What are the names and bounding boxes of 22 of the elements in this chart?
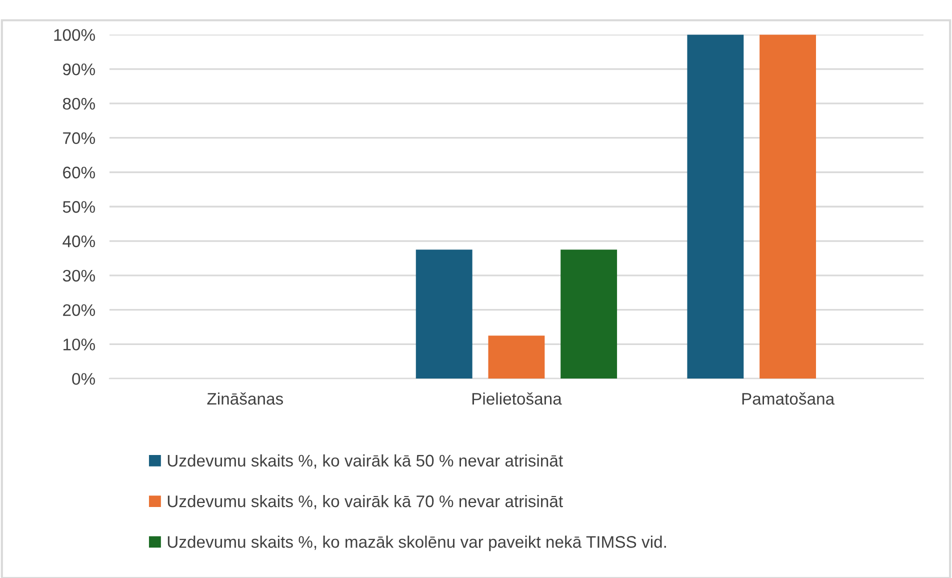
bar — [687, 34, 744, 379]
y-tick-label: 90% — [63, 63, 95, 76]
y-tick-label: 70% — [63, 132, 95, 144]
x-tick-label: Pamatošana — [742, 392, 835, 405]
bar — [416, 250, 472, 379]
x-tick-label: Pielietošana — [472, 392, 562, 405]
y-tick-label: 10% — [64, 338, 95, 350]
y-tick-label: 20% — [63, 304, 95, 316]
legend-label: Uzdevumu skaits %, ko vairāk kā 70 % nevar atrisināt — [168, 494, 563, 510]
bar — [760, 34, 816, 379]
y-tick-label: 100% — [54, 29, 95, 41]
y-tick-label: 40% — [62, 235, 95, 248]
y-tick-label: 30% — [62, 270, 95, 282]
y-tick-label: 80% — [62, 98, 95, 110]
bar — [560, 250, 618, 379]
y-tick-label: 60% — [63, 166, 95, 178]
legend-label: Uzdevumu skaits %, ko mazāk skolēnu var paveikt nekā TIMSS vid. — [168, 536, 666, 552]
bar — [488, 336, 545, 379]
y-tick-label: 0% — [72, 372, 95, 385]
y-tick-label: 50% — [62, 201, 95, 213]
x-tick-label: Zināšanas — [207, 392, 283, 405]
legend-label: Uzdevumu skaits %, ko vairāk kā 50 % nevar atrisināt — [168, 454, 563, 469]
